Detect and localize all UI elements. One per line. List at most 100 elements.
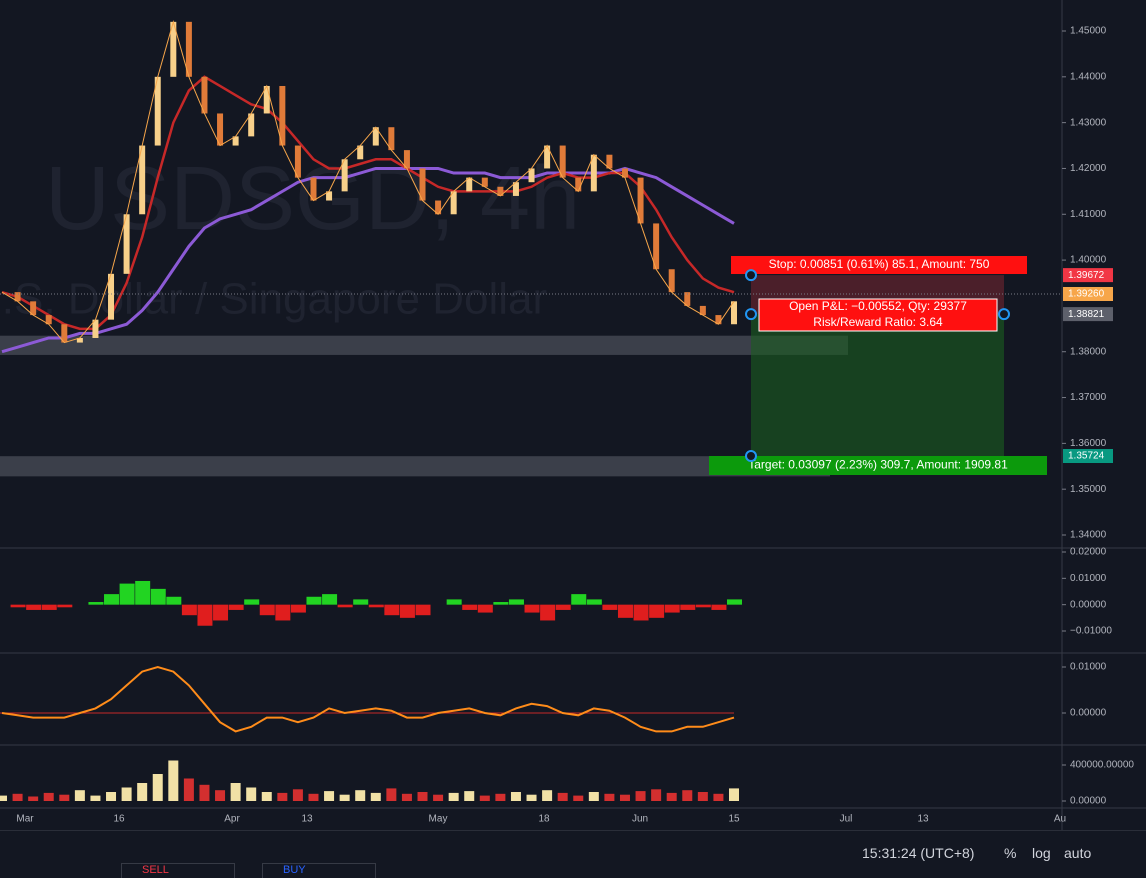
osc-bar <box>135 580 151 605</box>
osc-bar <box>602 604 618 610</box>
osc-bar <box>259 604 275 616</box>
osc-bar <box>446 599 462 605</box>
volume-bar <box>106 792 117 801</box>
fast-ma <box>1 75 735 331</box>
handle <box>745 450 757 463</box>
y-tick-label: 0.01000 <box>1070 662 1107 673</box>
x-tick-label: 13 <box>917 814 929 825</box>
osc-bar <box>524 604 540 613</box>
candle <box>372 127 379 146</box>
candle <box>61 324 68 343</box>
macd-line <box>1 665 735 733</box>
handle <box>745 308 757 321</box>
chart: USDSGD, 4h U.S. Dollar / Singapore Dolla… <box>0 0 1146 830</box>
watermark-description: U.S. Dollar / Singapore Dollar <box>0 275 547 324</box>
candle <box>357 145 364 160</box>
price-tag-label: 1.39260 <box>1068 289 1105 300</box>
candle <box>403 150 410 169</box>
osc-bar <box>727 599 742 605</box>
x-tick-label: Apr <box>224 814 240 825</box>
volume-bar <box>308 793 319 801</box>
volume-bar <box>0 795 7 801</box>
osc-bar <box>337 604 353 608</box>
volume-bar <box>152 774 163 801</box>
osc-bar <box>244 599 260 605</box>
volume-bar <box>697 792 708 801</box>
x-tick-label: 13 <box>301 814 313 825</box>
volume-bar <box>355 790 366 801</box>
osc-bar <box>493 602 509 605</box>
log-toggle[interactable]: log <box>1032 845 1051 861</box>
osc-bar <box>181 604 197 616</box>
candle <box>279 85 286 146</box>
target-label: Target: 0.03097 (2.23%) 309.7, Amount: 1… <box>748 458 1008 472</box>
sell-button[interactable]: SELL <box>121 863 235 878</box>
osc-bar <box>353 599 369 605</box>
candle <box>466 177 473 192</box>
y-tick-label: 0.02000 <box>1070 547 1107 558</box>
osc-bar <box>586 599 602 605</box>
price-tag-label: 1.35724 <box>1068 451 1105 462</box>
candle <box>14 292 21 302</box>
y-tick-label: 1.45000 <box>1070 26 1107 37</box>
buy-button[interactable]: BUY <box>262 863 376 878</box>
osc-bar <box>104 594 120 605</box>
osc-bar <box>540 604 556 621</box>
y-tick-label: 1.35000 <box>1070 484 1107 495</box>
target-box <box>709 456 1047 475</box>
volume-bar <box>557 792 568 801</box>
volume-bar <box>74 790 85 801</box>
candle <box>123 214 130 274</box>
candle <box>154 76 161 146</box>
volume-bar <box>59 794 70 801</box>
volume-bar <box>619 794 630 801</box>
volume-bar <box>635 791 646 801</box>
x-tick-label: Au <box>1054 814 1066 825</box>
osc-bar <box>150 588 166 605</box>
percent-toggle[interactable]: % <box>1004 845 1017 861</box>
candle <box>637 177 644 224</box>
candle <box>92 319 99 338</box>
volume-bar <box>370 792 381 801</box>
x-tick-label: Jun <box>632 814 648 825</box>
volume-bar <box>292 789 303 801</box>
osc-bar <box>290 604 306 613</box>
osc-bar <box>384 604 400 616</box>
candle <box>544 145 551 169</box>
candle <box>575 177 582 192</box>
volume-bar <box>246 787 257 801</box>
y-tick-label: 1.36000 <box>1070 438 1107 449</box>
osc-bar <box>399 604 415 618</box>
osc-bar <box>275 604 291 621</box>
volume-bar <box>666 792 677 801</box>
candle <box>263 85 270 114</box>
candle <box>76 337 83 343</box>
auto-toggle[interactable]: auto <box>1064 845 1092 861</box>
volume-bar <box>386 788 397 801</box>
candle <box>528 168 535 183</box>
osc-bar <box>368 604 384 608</box>
volume-bar <box>682 790 693 801</box>
price-tag <box>1063 449 1113 464</box>
candle <box>139 145 146 215</box>
osc-bar <box>166 596 182 605</box>
price-tag <box>1063 268 1113 283</box>
osc-bar <box>88 602 104 605</box>
volume-bar <box>604 793 615 801</box>
candle <box>559 145 566 178</box>
pnl-box <box>758 298 998 332</box>
candle <box>653 223 660 270</box>
candle <box>45 315 52 325</box>
volume-bar <box>43 792 54 801</box>
support-zone <box>0 456 830 477</box>
candle <box>294 145 301 178</box>
candle <box>310 177 317 201</box>
candle <box>715 315 722 325</box>
candle <box>232 136 239 146</box>
y-tick-label: 1.44000 <box>1070 71 1107 82</box>
volume-bar <box>464 791 475 801</box>
osc-bar <box>26 604 42 610</box>
volume-bar <box>277 792 288 801</box>
stop-label: Stop: 0.00851 (0.61%) 85.1, Amount: 750 <box>769 257 990 271</box>
